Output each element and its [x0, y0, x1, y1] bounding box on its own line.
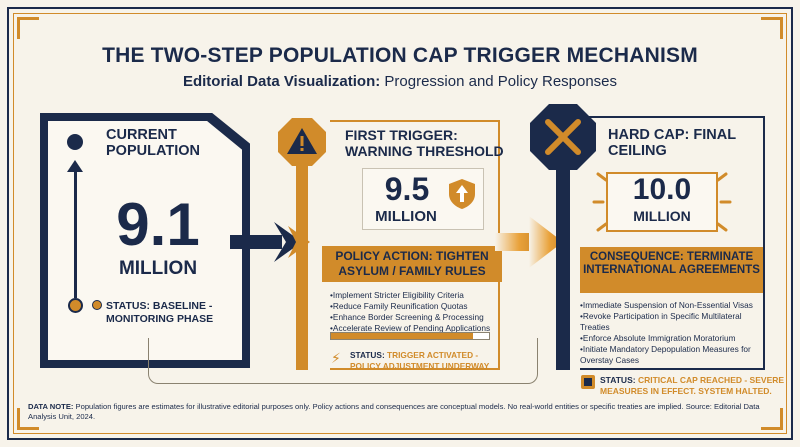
status-label: STATUS: — [600, 375, 636, 385]
data-note-text: Population figures are estimates for ill… — [28, 402, 760, 421]
timeline-line — [74, 168, 77, 298]
up-arrow-shield-icon — [449, 179, 475, 209]
subtitle-bold: Editorial Data Visualization: — [182, 73, 381, 90]
progress-fill — [331, 333, 474, 339]
status-text: CRITICAL CAP REACHED - SEVERE MEASURES I… — [600, 375, 785, 396]
list-item: Implement Stricter Eligibility Criteria — [330, 290, 505, 301]
hard-cap-title: HARD CAP: FINAL CEILING — [608, 127, 736, 159]
corner-ornament — [17, 408, 39, 430]
status-label: STATUS: — [350, 350, 385, 360]
first-trigger-action-banner: POLICY ACTION: TIGHTEN ASYLUM / FAMILY R… — [322, 246, 502, 282]
stop-octagon-icon — [530, 104, 596, 170]
timeline-end-dot — [68, 298, 83, 313]
chevron-arrow-icon — [230, 222, 310, 262]
list-item: Enhance Border Screening & Processing — [330, 312, 505, 323]
up-arrowhead-icon — [67, 160, 83, 172]
hard-cap-stem — [556, 166, 570, 370]
list-item: Enforce Absolute Immigration Moratorium — [580, 333, 770, 344]
list-item: Immediate Suspension of Non-Essential Vi… — [580, 300, 770, 311]
page-subtitle: Editorial Data Visualization: Progressio… — [0, 73, 800, 90]
hard-cap-value-box — [606, 172, 718, 232]
list-item: Reduce Family Reunification Quotas — [330, 301, 505, 312]
list-item: Accelerate Review of Pending Application… — [330, 323, 505, 334]
hard-cap-measure-list: Immediate Suspension of Non-Essential Vi… — [580, 300, 770, 366]
first-trigger-title: FIRST TRIGGER: WARNING THRESHOLD — [345, 127, 504, 159]
arrow-shaft — [230, 235, 282, 249]
stop-square-icon — [581, 375, 595, 389]
page-title: THE TWO-STEP POPULATION CAP TRIGGER MECH… — [102, 44, 698, 67]
first-trigger-value: 9.5 — [384, 171, 430, 207]
corner-ornament — [17, 17, 39, 39]
inner-frame — [13, 13, 787, 434]
corner-ornament — [761, 408, 783, 430]
status-dot-icon — [92, 300, 102, 310]
current-title: CURRENT POPULATION — [106, 127, 200, 159]
list-item: Initiate Mandatory Depopulation Measures… — [580, 344, 770, 366]
hard-cap-consequence-banner: CONSEQUENCE: TERMINATE INTERNATIONAL AGR… — [580, 247, 763, 293]
gradient-arrow-icon — [495, 216, 563, 268]
lightning-icon: ⚡ — [331, 350, 341, 366]
corner-ornament — [761, 17, 783, 39]
flow-connector-line — [148, 338, 538, 384]
status-text: TRIGGER ACTIVATED - POLICY ADJUSTMENT UN… — [350, 350, 490, 371]
current-value: 9.1 — [116, 191, 200, 258]
subtitle-rest: Progression and Policy Responses — [380, 73, 618, 90]
hard-cap-panel — [580, 116, 765, 370]
data-note-label: DATA NOTE: — [28, 402, 74, 411]
first-trigger-action-list: Implement Stricter Eligibility Criteria … — [330, 290, 505, 334]
first-trigger-status: STATUS: TRIGGER ACTIVATED - POLICY ADJUS… — [350, 350, 505, 372]
timeline-top-dot — [67, 134, 83, 150]
hard-cap-unit: MILLION — [633, 208, 691, 224]
outer-frame — [7, 7, 793, 440]
arrow-head — [274, 222, 302, 262]
hard-cap-value: 10.0 — [632, 173, 692, 206]
first-trigger-stem — [296, 160, 308, 370]
first-trigger-progress-bar — [330, 332, 490, 340]
burst-rays-icon — [592, 172, 732, 232]
current-status: STATUS: BASELINE - MONITORING PHASE — [106, 300, 214, 325]
data-note: DATA NOTE: Population figures are estima… — [28, 402, 773, 422]
first-trigger-unit: MILLION — [375, 208, 437, 225]
current-unit: MILLION — [118, 258, 198, 279]
hard-cap-status: STATUS: CRITICAL CAP REACHED - SEVERE ME… — [600, 375, 785, 397]
list-item: Revoke Participation in Specific Multila… — [580, 311, 770, 333]
warning-icon — [278, 118, 326, 166]
